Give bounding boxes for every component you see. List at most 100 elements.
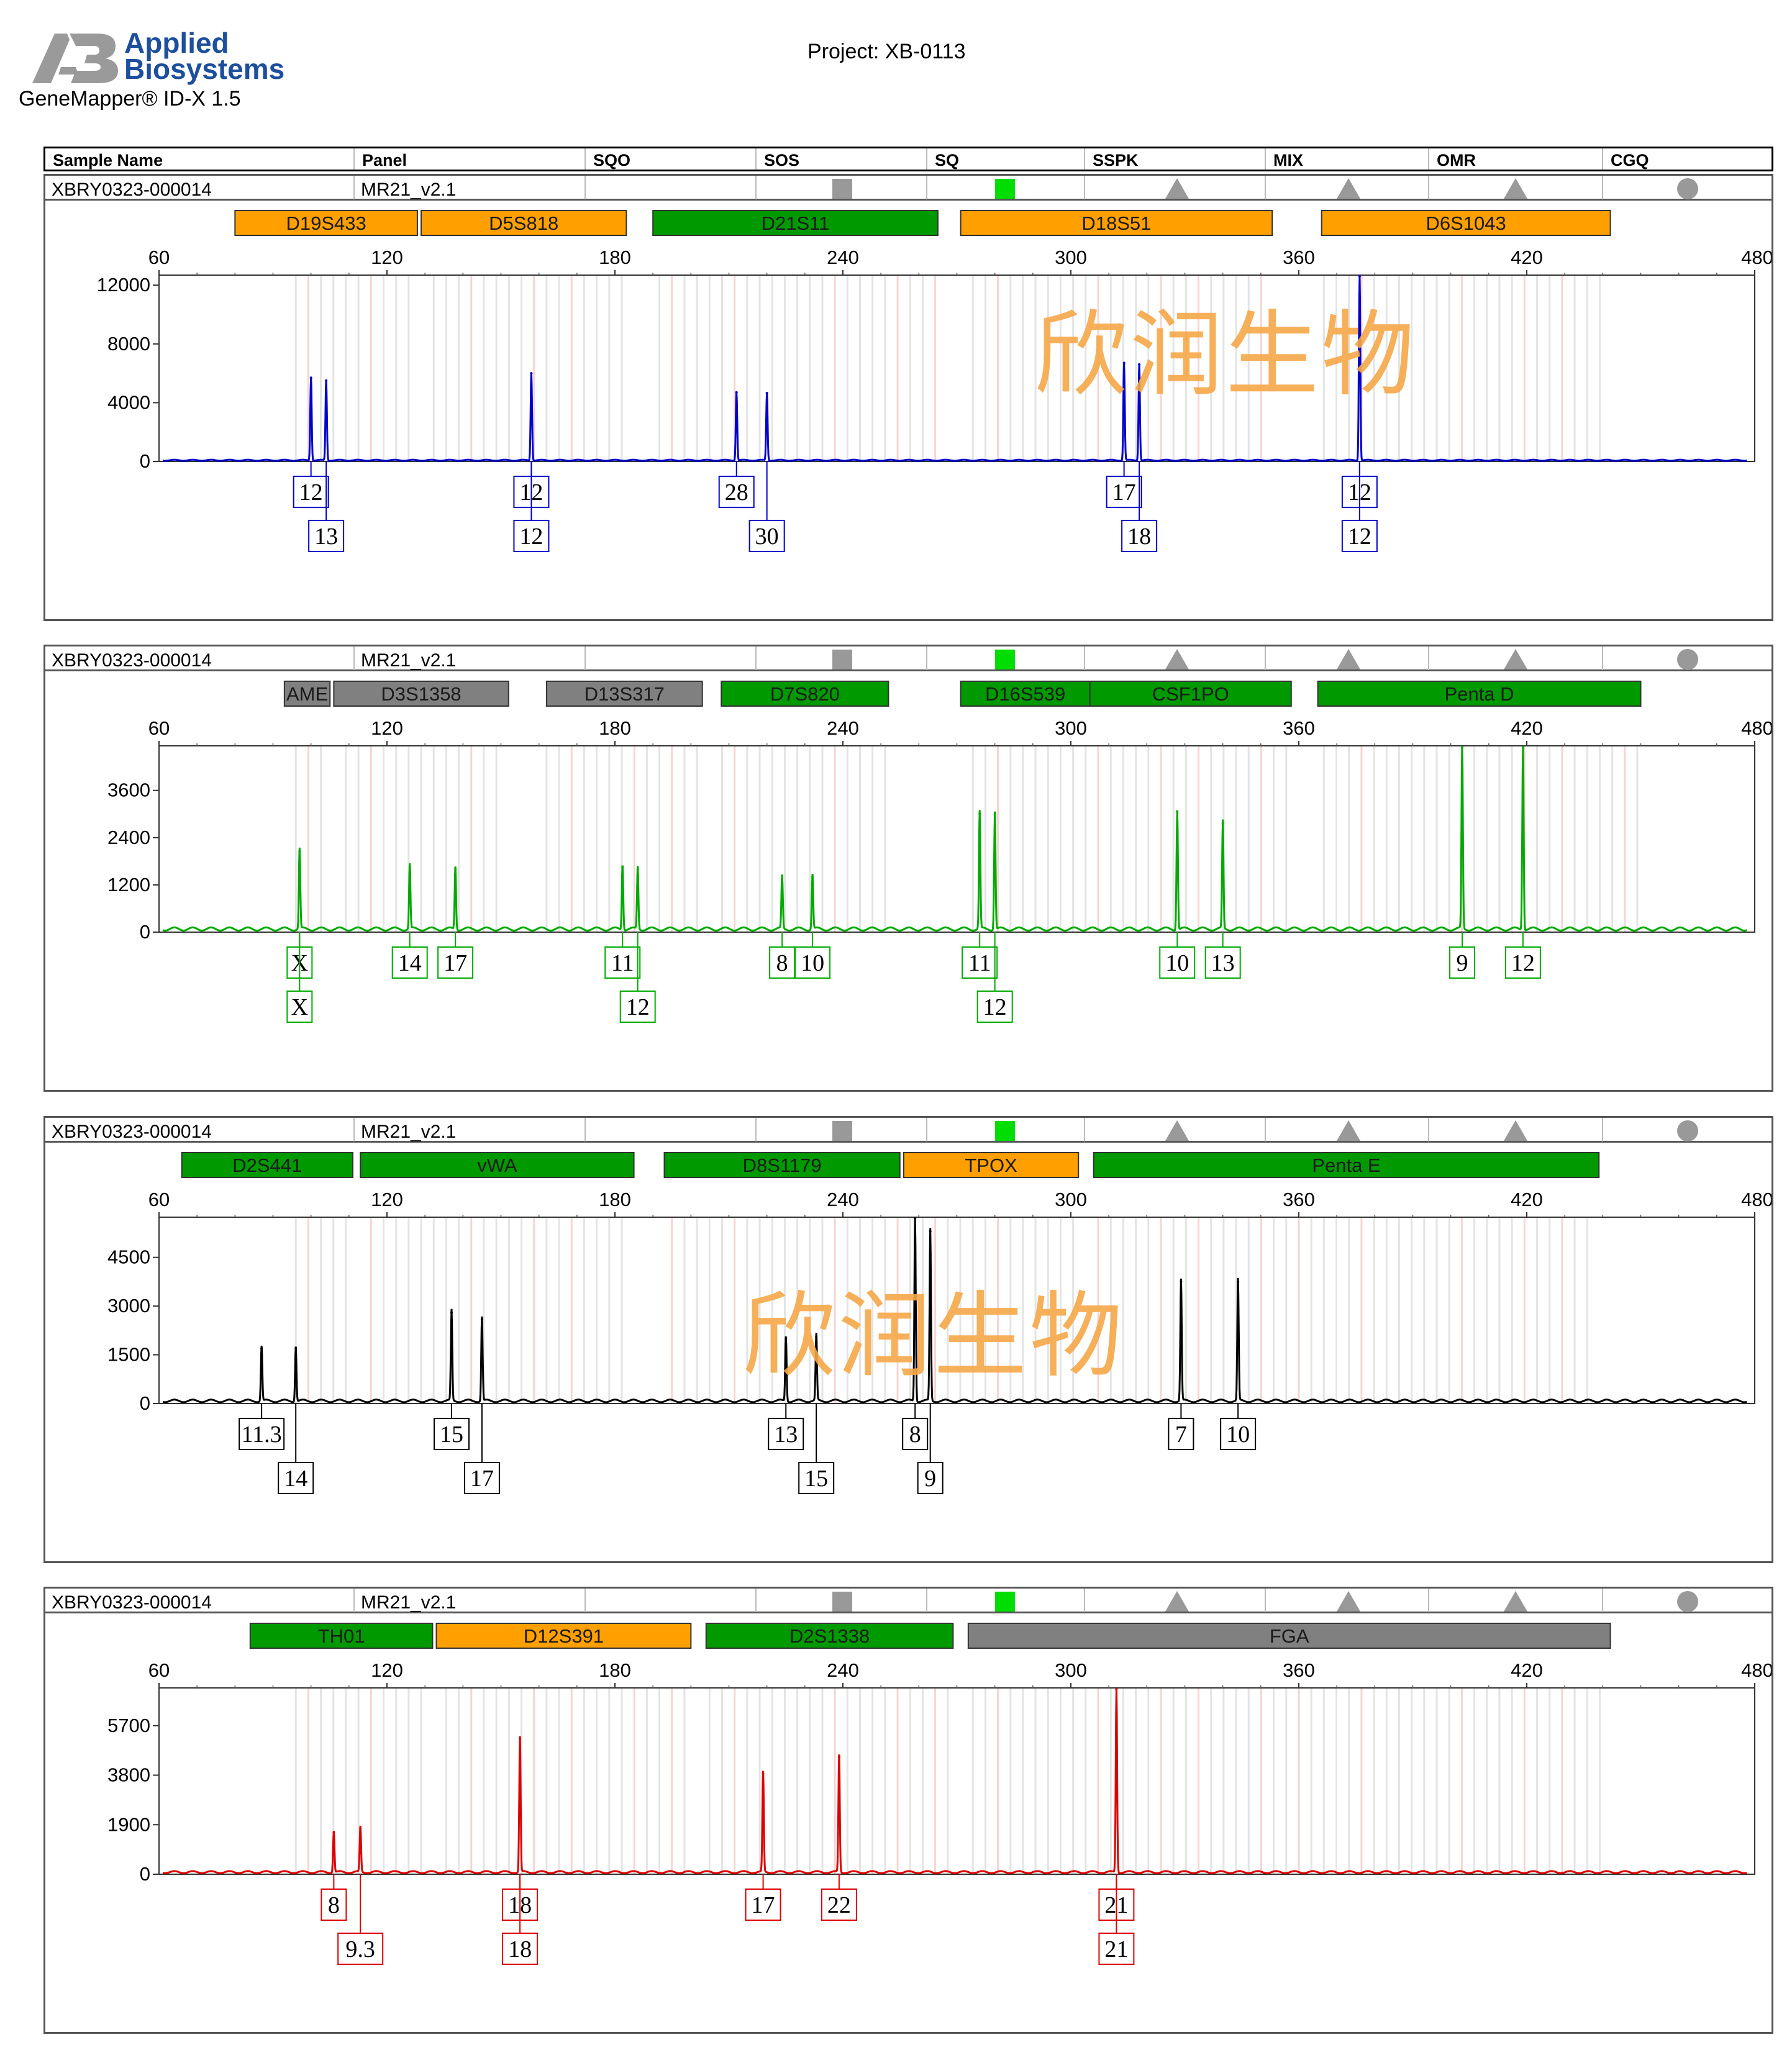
- allele-call-box[interactable]: [821, 1889, 857, 1921]
- peak-point[interactable]: [1180, 1280, 1183, 1283]
- marker-d16s539[interactable]: [960, 681, 1091, 707]
- marker-fga[interactable]: [967, 1623, 1611, 1649]
- column-cgq[interactable]: CGQ: [1602, 148, 1772, 170]
- marker-d13s317[interactable]: [545, 681, 703, 707]
- marker-tpox[interactable]: [903, 1152, 1080, 1178]
- allele-call-box[interactable]: [976, 991, 1013, 1023]
- marker-d18s51[interactable]: [960, 210, 1273, 236]
- allele-call-box[interactable]: [278, 1462, 314, 1494]
- marker-ame[interactable]: [283, 681, 331, 707]
- marker-d6s1043[interactable]: [1321, 210, 1611, 236]
- peak-point[interactable]: [993, 812, 996, 815]
- peak-point[interactable]: [450, 1311, 453, 1314]
- allele-call-box[interactable]: [1504, 946, 1541, 979]
- sample-info-row[interactable]: XBRY0323-000014 MR21_v2.1: [45, 1589, 1772, 1613]
- allele-call-box[interactable]: [463, 1462, 500, 1494]
- marker-d19s433[interactable]: [234, 210, 418, 236]
- sample-info-row[interactable]: XBRY0323-000014 MR21_v2.1: [45, 646, 1772, 671]
- peak-point[interactable]: [762, 1772, 765, 1775]
- allele-call-box[interactable]: [1098, 1933, 1135, 1965]
- peak-point[interactable]: [325, 379, 328, 382]
- allele-call-box[interactable]: [794, 946, 831, 979]
- peak-point[interactable]: [815, 1335, 818, 1338]
- allele-call-box[interactable]: [391, 946, 428, 979]
- peak-point[interactable]: [309, 376, 312, 379]
- allele-call-box[interactable]: [718, 476, 755, 508]
- peak-point[interactable]: [1176, 810, 1179, 814]
- column-sample-name[interactable]: Sample Name: [53, 151, 163, 170]
- allele-call-box[interactable]: [1220, 1418, 1257, 1450]
- peak-point[interactable]: [294, 1347, 298, 1350]
- column-sos[interactable]: SOS: [755, 148, 926, 170]
- marker-penta-e[interactable]: [1093, 1152, 1600, 1178]
- allele-call-box[interactable]: [437, 946, 474, 979]
- peak-point[interactable]: [978, 812, 981, 815]
- allele-call-box[interactable]: [308, 520, 345, 552]
- allele-call-box[interactable]: [293, 476, 329, 508]
- allele-call-box[interactable]: [321, 1889, 347, 1921]
- peak-point[interactable]: [359, 1827, 362, 1830]
- peak-point[interactable]: [914, 1217, 917, 1220]
- peak-point[interactable]: [1221, 822, 1224, 825]
- marker-d12s391[interactable]: [435, 1623, 692, 1649]
- peak-point[interactable]: [1358, 275, 1361, 278]
- allele-call-box[interactable]: [433, 1418, 470, 1450]
- allele-call-box[interactable]: [768, 1418, 804, 1450]
- allele-call-box[interactable]: [502, 1933, 539, 1965]
- peak-point[interactable]: [1138, 363, 1141, 366]
- sample-info-row[interactable]: XBRY0323-000014 MR21_v2.1: [45, 1118, 1772, 1143]
- peak-point[interactable]: [1122, 361, 1126, 365]
- peak-point[interactable]: [530, 372, 533, 375]
- peak-point[interactable]: [1237, 1280, 1240, 1283]
- allele-call-box[interactable]: [745, 1889, 781, 1921]
- peak-point[interactable]: [785, 1337, 788, 1340]
- allele-call-box[interactable]: [1159, 946, 1196, 979]
- allele-call-box[interactable]: [286, 991, 313, 1023]
- allele-call-box[interactable]: [1449, 946, 1476, 979]
- peak-point[interactable]: [837, 1756, 840, 1759]
- marker-d2s1338[interactable]: [705, 1623, 954, 1649]
- marker-vwa[interactable]: [360, 1152, 635, 1178]
- allele-call-box[interactable]: [1168, 1418, 1194, 1450]
- marker-d8s1179[interactable]: [663, 1152, 901, 1178]
- column-sqo[interactable]: SQO: [584, 148, 755, 170]
- peak-point[interactable]: [454, 868, 457, 871]
- peak-point[interactable]: [480, 1318, 483, 1321]
- column-panel[interactable]: Panel: [353, 148, 584, 170]
- allele-call-box[interactable]: [1121, 520, 1158, 552]
- column-sq[interactable]: SQ: [926, 148, 1084, 170]
- allele-call-box[interactable]: [1106, 476, 1142, 508]
- peak-point[interactable]: [332, 1831, 335, 1834]
- peak-point[interactable]: [929, 1230, 932, 1233]
- peak-point[interactable]: [811, 876, 814, 879]
- sample-info-row[interactable]: XBRY0323-000014 MR21_v2.1: [45, 176, 1772, 201]
- allele-call-box[interactable]: [239, 1418, 285, 1450]
- marker-d21s11[interactable]: [652, 210, 939, 236]
- allele-call-box[interactable]: [769, 946, 796, 979]
- peak-point[interactable]: [260, 1347, 263, 1350]
- marker-d3s1358[interactable]: [333, 681, 509, 707]
- allele-call-box[interactable]: [337, 1933, 384, 1965]
- marker-csf1po[interactable]: [1089, 681, 1292, 707]
- allele-call-box[interactable]: [902, 1418, 929, 1450]
- allele-call-box[interactable]: [748, 520, 785, 552]
- peak-point[interactable]: [1115, 1688, 1118, 1690]
- allele-call-box[interactable]: [917, 1462, 944, 1494]
- peak-point[interactable]: [298, 850, 301, 853]
- peak-point[interactable]: [636, 868, 639, 871]
- peak-point[interactable]: [1461, 746, 1464, 748]
- peak-point[interactable]: [765, 392, 768, 395]
- allele-call-box[interactable]: [962, 946, 998, 979]
- marker-th01[interactable]: [249, 1623, 434, 1649]
- allele-call-box[interactable]: [1204, 946, 1241, 979]
- allele-call-box[interactable]: [619, 991, 656, 1023]
- peak-point[interactable]: [621, 866, 624, 869]
- allele-call-box[interactable]: [798, 1462, 835, 1494]
- marker-penta-d[interactable]: [1317, 681, 1642, 707]
- allele-call-box[interactable]: [604, 946, 641, 979]
- marker-d7s820[interactable]: [721, 681, 889, 707]
- allele-call-box[interactable]: [1341, 520, 1378, 552]
- column-sspk[interactable]: SSPK: [1084, 148, 1265, 170]
- peak-point[interactable]: [781, 877, 784, 881]
- peak-point[interactable]: [408, 866, 411, 869]
